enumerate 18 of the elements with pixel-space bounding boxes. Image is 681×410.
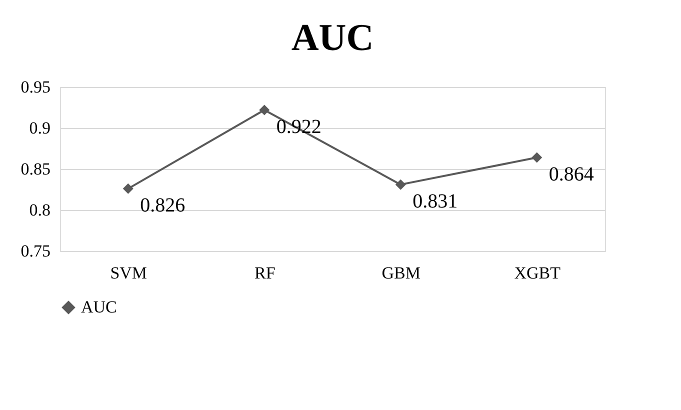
point bbox=[532, 152, 542, 163]
y-tick-label: 0.75 bbox=[20, 242, 50, 260]
y-tick-label: 0.8 bbox=[29, 200, 50, 220]
data-label: 0.831 bbox=[412, 190, 458, 213]
x-tick-label: GBM bbox=[382, 264, 420, 282]
point bbox=[122, 183, 134, 194]
y-tick-label: 0.95 bbox=[20, 78, 50, 96]
legend-label: AUC bbox=[81, 298, 117, 316]
point bbox=[259, 104, 270, 116]
x-tick-label: RF bbox=[254, 264, 276, 282]
data-label: 0.864 bbox=[548, 164, 594, 186]
chart-title: AUC bbox=[291, 17, 374, 59]
data-label: 0.826 bbox=[140, 194, 186, 217]
y-tick-label: 0.9 bbox=[29, 118, 50, 138]
x-tick-label: XGBT bbox=[514, 264, 562, 282]
point bbox=[395, 179, 406, 190]
x-tick-label: SVM bbox=[110, 264, 148, 282]
y-tick-label: 0.85 bbox=[20, 160, 50, 178]
